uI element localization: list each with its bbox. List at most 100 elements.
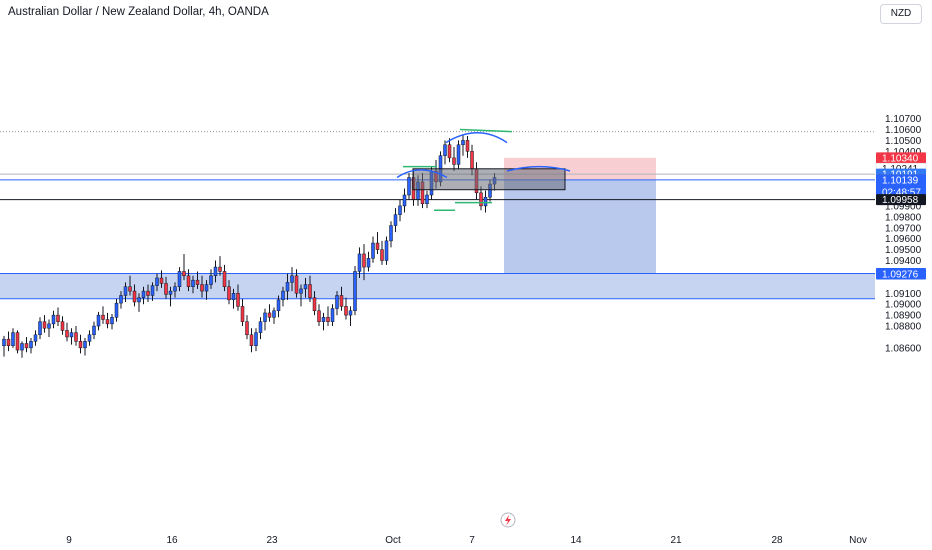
candle[interactable] <box>362 244 366 281</box>
candle[interactable] <box>290 267 294 292</box>
lightning-icon[interactable] <box>500 512 516 528</box>
candle[interactable] <box>191 275 195 294</box>
candle[interactable] <box>24 336 29 353</box>
candle[interactable] <box>209 269 213 289</box>
candle[interactable] <box>299 284 303 307</box>
candle[interactable] <box>56 307 60 327</box>
candle[interactable] <box>380 240 384 265</box>
candle[interactable] <box>389 221 393 248</box>
candle[interactable] <box>294 269 299 298</box>
candle[interactable] <box>447 138 452 163</box>
candle[interactable] <box>168 286 173 307</box>
candle[interactable] <box>267 304 272 322</box>
candle[interactable] <box>164 276 168 299</box>
price-tag[interactable]: 1.09276 <box>876 268 926 281</box>
candle[interactable] <box>326 306 330 327</box>
candle[interactable] <box>303 277 308 298</box>
candle[interactable] <box>227 280 231 305</box>
candle[interactable] <box>105 312 110 329</box>
candle[interactable] <box>344 297 348 320</box>
candle[interactable] <box>2 335 6 357</box>
candle[interactable] <box>456 140 461 169</box>
candle[interactable] <box>150 282 155 301</box>
candle[interactable] <box>101 306 105 324</box>
candle[interactable] <box>281 286 285 307</box>
candle[interactable] <box>38 317 42 340</box>
candle[interactable] <box>236 284 240 311</box>
candle[interactable] <box>443 140 447 165</box>
currency-button[interactable]: NZD <box>880 4 922 24</box>
candle[interactable] <box>452 146 456 171</box>
candle[interactable] <box>146 284 150 303</box>
candle[interactable] <box>258 317 263 340</box>
candle[interactable] <box>321 312 326 331</box>
candle[interactable] <box>200 275 204 298</box>
price-tag[interactable]: 1.09958 <box>876 194 926 206</box>
resistance-box[interactable] <box>412 168 566 191</box>
candle[interactable] <box>254 328 258 352</box>
green-line-top[interactable] <box>459 128 513 133</box>
candle[interactable] <box>123 282 128 303</box>
take-profit-area[interactable] <box>504 179 656 274</box>
candle[interactable] <box>402 188 407 213</box>
candle[interactable] <box>285 273 290 300</box>
candle[interactable] <box>263 308 267 331</box>
candle[interactable] <box>87 330 92 346</box>
candle[interactable] <box>92 321 96 340</box>
candle[interactable] <box>141 286 146 305</box>
candle[interactable] <box>371 236 375 263</box>
candle[interactable] <box>407 173 411 200</box>
candle[interactable] <box>312 291 317 316</box>
candle[interactable] <box>6 331 11 352</box>
candle[interactable] <box>245 315 249 340</box>
shoulder-arc-right[interactable] <box>506 165 571 172</box>
candle[interactable] <box>128 275 132 296</box>
candle[interactable] <box>222 264 227 292</box>
candle[interactable] <box>330 304 335 327</box>
candle[interactable] <box>375 232 380 254</box>
candle[interactable] <box>483 190 488 213</box>
candle[interactable] <box>231 288 236 309</box>
candle[interactable] <box>339 286 344 311</box>
candle[interactable] <box>182 253 186 281</box>
candle[interactable] <box>11 328 15 348</box>
candle[interactable] <box>195 271 200 289</box>
candle[interactable] <box>335 291 339 316</box>
demand-zone[interactable] <box>0 273 875 299</box>
candle[interactable] <box>78 334 83 354</box>
head-arc[interactable] <box>445 132 508 144</box>
candle[interactable] <box>119 291 123 309</box>
candle[interactable] <box>114 298 119 322</box>
candle[interactable] <box>240 298 245 327</box>
candle[interactable] <box>74 326 78 346</box>
candle[interactable] <box>60 316 65 335</box>
candle[interactable] <box>20 341 24 358</box>
candle[interactable] <box>15 330 20 354</box>
price-tag[interactable]: 1.10340 <box>876 152 926 164</box>
candle[interactable] <box>272 307 276 324</box>
candle[interactable] <box>348 306 353 327</box>
candle[interactable] <box>249 328 254 353</box>
candle[interactable] <box>398 199 402 222</box>
candle[interactable] <box>213 260 218 283</box>
candle[interactable] <box>186 269 191 292</box>
candle[interactable] <box>42 315 47 333</box>
candle[interactable] <box>366 251 371 272</box>
candle[interactable] <box>159 270 164 288</box>
candle[interactable] <box>218 256 222 276</box>
candle[interactable] <box>461 134 465 156</box>
candle[interactable] <box>204 280 209 300</box>
candle[interactable] <box>51 310 56 329</box>
candle[interactable] <box>110 314 114 330</box>
candle[interactable] <box>33 330 38 346</box>
candle[interactable] <box>65 322 69 342</box>
shoulder-arc-left[interactable] <box>396 169 448 179</box>
candle[interactable] <box>47 319 51 337</box>
candle[interactable] <box>393 208 398 233</box>
candle[interactable] <box>308 275 312 303</box>
candle[interactable] <box>465 136 470 158</box>
candle[interactable] <box>317 304 321 327</box>
candle[interactable] <box>353 265 357 316</box>
